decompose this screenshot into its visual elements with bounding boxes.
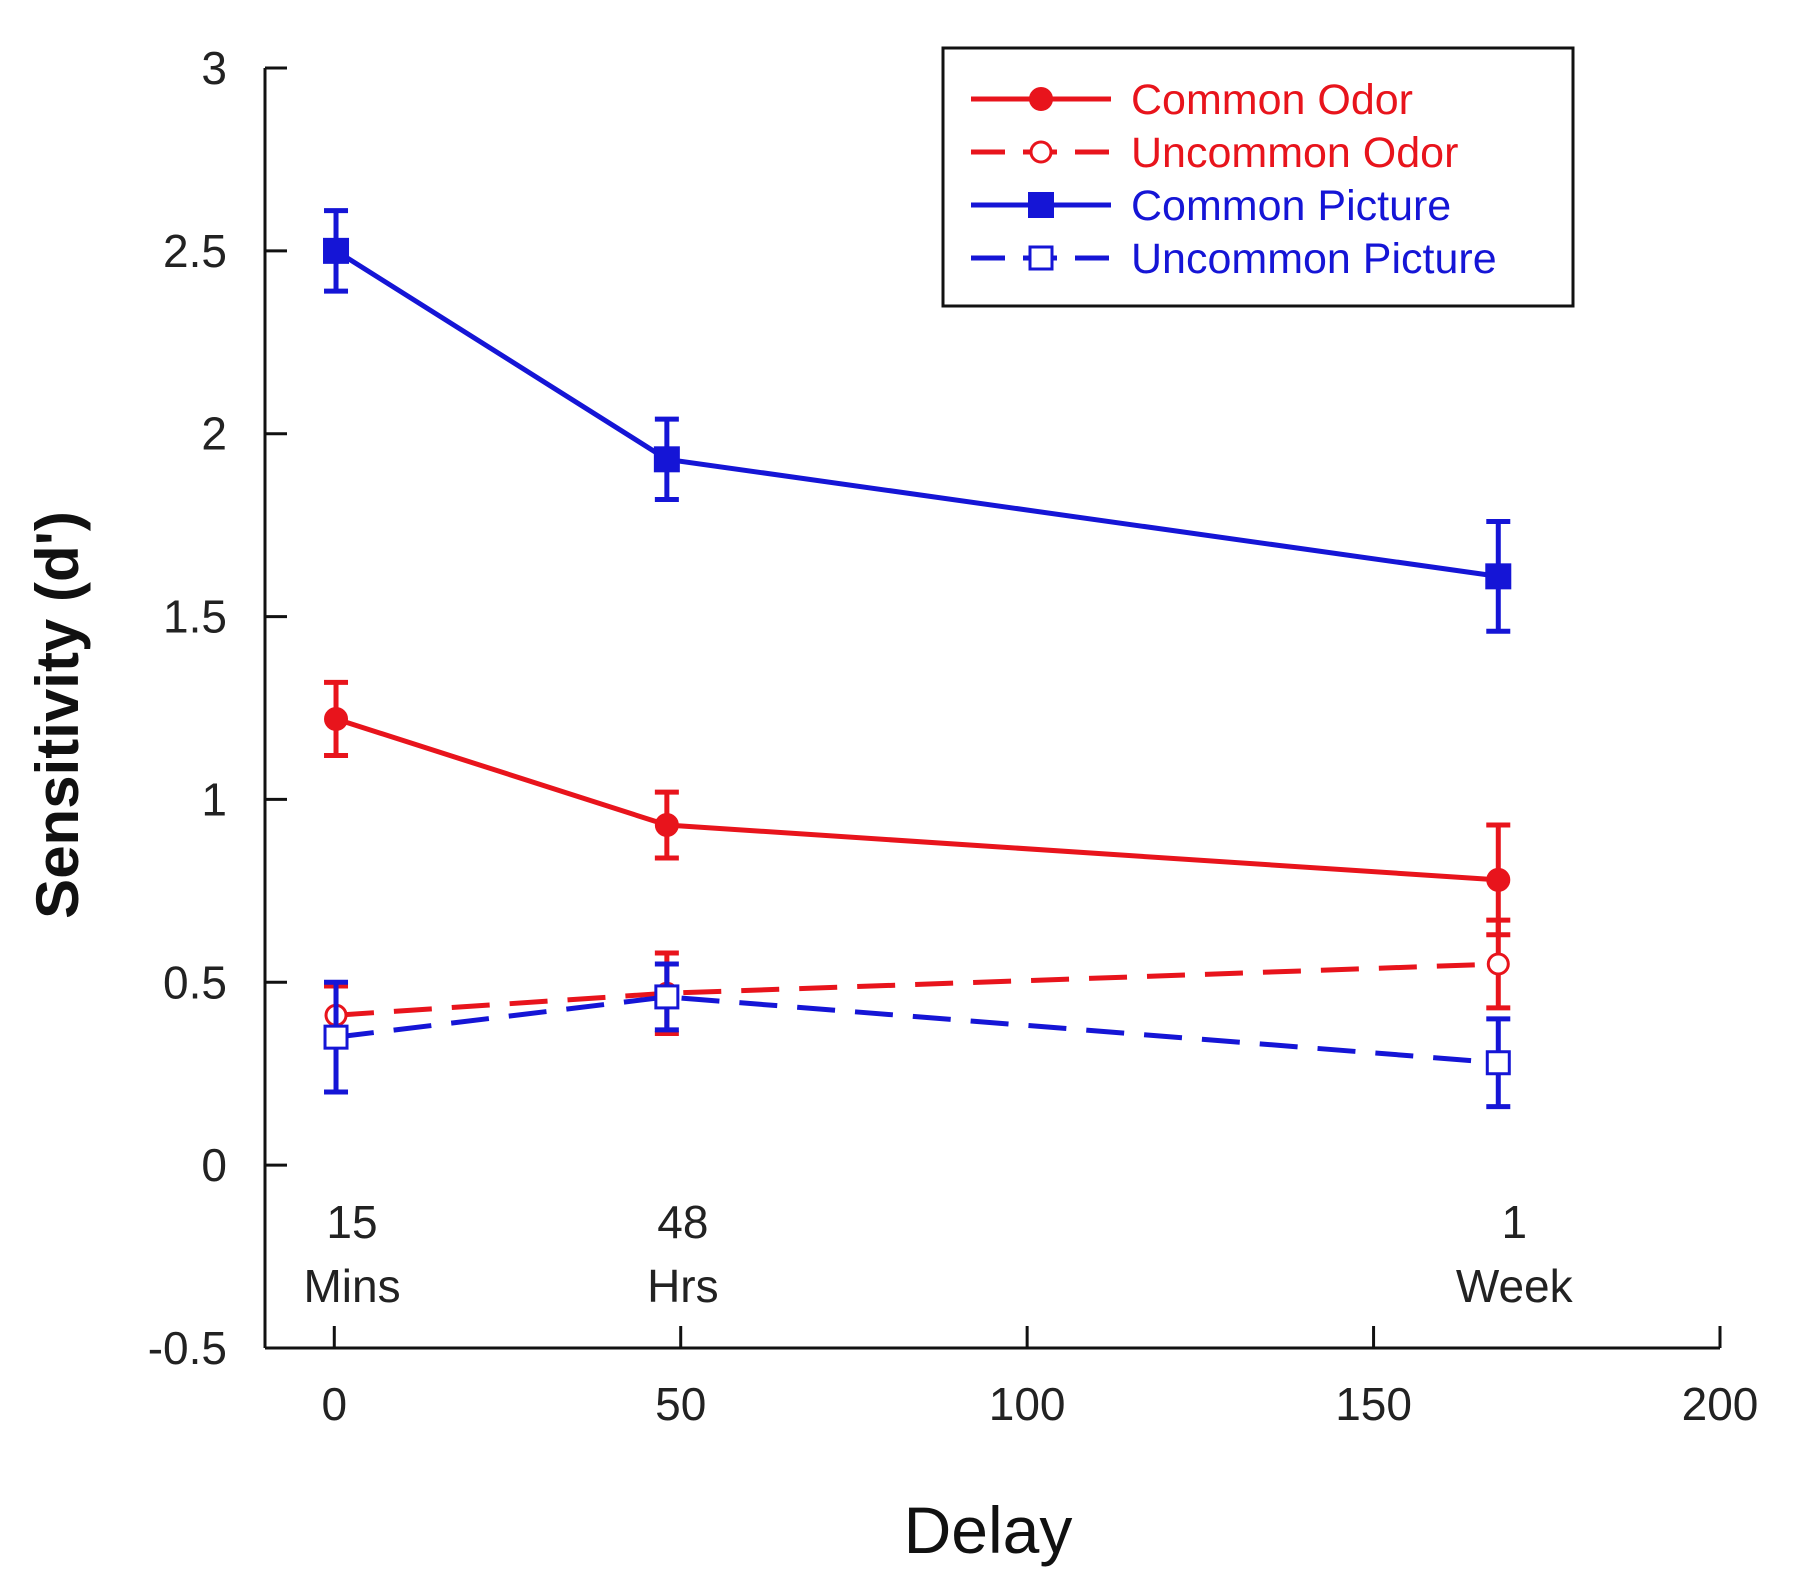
legend-label: Common Odor	[1131, 76, 1413, 124]
legend-label: Uncommon Picture	[1131, 235, 1497, 283]
y-tick-label: 0.5	[163, 956, 227, 1008]
legend-marker	[1029, 87, 1053, 111]
data-point	[1486, 952, 1510, 976]
legend-marker	[1028, 192, 1054, 218]
data-point	[1485, 563, 1512, 590]
legend-marker	[1029, 140, 1053, 164]
y-axis-title: Sensitivity (d')	[24, 511, 91, 919]
x-tick-label: 150	[1335, 1378, 1412, 1430]
data-point	[1485, 1050, 1511, 1076]
y-tick-label: 1.5	[163, 591, 227, 643]
delay-annotation: Mins	[303, 1260, 400, 1312]
y-tick-label: 2.5	[163, 225, 227, 277]
series-uncommon-picture	[323, 961, 1511, 1110]
y-tick-label: -0.5	[148, 1322, 227, 1374]
series-common-picture	[323, 208, 1512, 634]
delay-annotation: Week	[1456, 1260, 1574, 1312]
delay-annotation: 15	[326, 1196, 377, 1248]
axes: -0.5 0 0.5 1 1.5 2 2.5 3 0 50 100 150 200 15 Mins 48 Hrs…	[148, 42, 1759, 1430]
y-tick-label: 2	[201, 408, 227, 460]
series-line-uncommon-odor	[335, 961, 1499, 1018]
series-uncommon-odor	[324, 917, 1511, 1047]
series-common-odor	[324, 679, 1511, 938]
y-tick-label: 0	[201, 1139, 227, 1191]
series-line-uncommon-picture	[335, 994, 1499, 1066]
x-tick-label: 50	[655, 1378, 706, 1430]
x-tick-label: 200	[1682, 1378, 1759, 1430]
x-axis-title: Delay	[904, 1493, 1073, 1567]
plot-area	[323, 208, 1512, 1110]
legend-marker	[1028, 245, 1054, 271]
series-line-common-odor	[335, 716, 1499, 883]
data-point	[654, 813, 679, 838]
data-point	[324, 706, 349, 731]
y-tick-label: 3	[201, 42, 227, 94]
legend-label: Uncommon Odor	[1131, 129, 1458, 177]
data-point	[653, 446, 680, 473]
delay-annotation: Hrs	[647, 1260, 719, 1312]
data-point	[1486, 867, 1511, 892]
data-point	[323, 1024, 349, 1050]
legend-label: Common Picture	[1131, 182, 1451, 230]
data-point	[323, 237, 350, 264]
delay-annotation: 1	[1501, 1196, 1527, 1248]
y-tick-label: 1	[201, 773, 227, 825]
delay-annotation: 48	[657, 1196, 708, 1248]
x-tick-label: 100	[989, 1378, 1066, 1430]
legend: Common Odor Uncommon Odor Common Picture Un…	[941, 46, 1575, 308]
data-point	[654, 984, 680, 1010]
x-tick-label: 0	[321, 1378, 347, 1430]
